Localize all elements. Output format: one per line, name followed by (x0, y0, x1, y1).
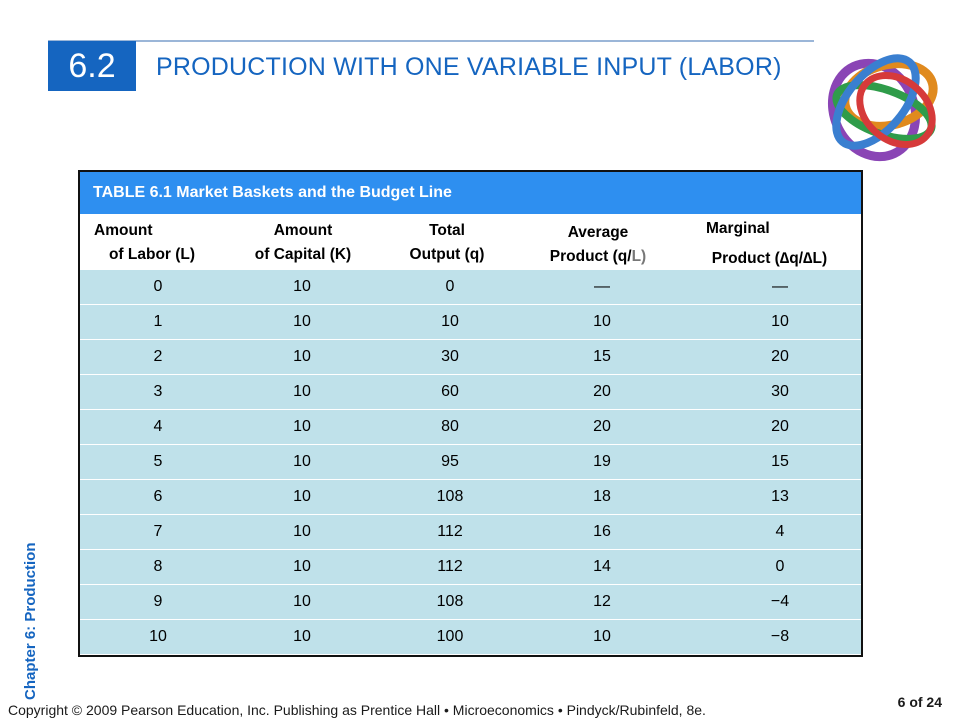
cell-labor: 2 (153, 348, 163, 365)
table-row: 8 10 112 14 0 (80, 549, 861, 584)
table-row: 5 10 95 19 15 (80, 444, 861, 479)
cell-average: 12 (593, 593, 611, 610)
cell-labor: 4 (153, 418, 163, 435)
header-marginal-product: Marginal Product (∆q/∆L) (682, 217, 857, 271)
cell-marginal: 15 (771, 453, 789, 470)
cell-capital: 10 (293, 523, 311, 540)
title-rule (48, 40, 914, 42)
cell-output: 112 (437, 558, 463, 575)
cell-output: 80 (441, 418, 459, 435)
page-number: 6 of 24 (897, 694, 942, 710)
cell-capital: 10 (293, 593, 311, 610)
section-badge: 6.2 (48, 41, 136, 91)
cell-output: 100 (436, 628, 464, 645)
cell-capital: 10 (293, 278, 311, 295)
header-average-product: Average Product (q/L) (526, 221, 670, 269)
header-capital: Amount of Capital (K) (228, 219, 378, 267)
cell-output: 60 (441, 383, 459, 400)
table-row: 10 10 100 10 −8 (80, 619, 861, 654)
cell-capital: 10 (293, 628, 311, 645)
table-row: 4 10 80 20 20 (80, 409, 861, 444)
table-row: 1 10 10 10 10 (80, 304, 861, 339)
cell-average: 10 (593, 628, 611, 645)
cell-labor: 8 (153, 558, 163, 575)
cell-marginal: 10 (771, 313, 789, 330)
cell-capital: 10 (293, 558, 311, 575)
cell-average: — (594, 278, 610, 295)
cell-capital: 10 (293, 488, 311, 505)
cell-capital: 10 (293, 348, 311, 365)
cell-average: 20 (593, 418, 611, 435)
cell-output: 30 (441, 348, 459, 365)
cell-marginal: 13 (771, 488, 789, 505)
cell-output: 10 (441, 313, 459, 330)
cell-output: 0 (445, 278, 455, 295)
cell-labor: 6 (153, 488, 163, 505)
interlocking-rings-logo (814, 40, 952, 168)
cell-average: 18 (593, 488, 611, 505)
cell-capital: 10 (293, 383, 311, 400)
cell-labor: 7 (153, 523, 163, 540)
cell-marginal: 30 (771, 383, 789, 400)
cell-average: 15 (593, 348, 611, 365)
table-row: 2 10 30 15 20 (80, 339, 861, 374)
cell-output: 95 (441, 453, 459, 470)
cell-marginal: 4 (775, 523, 785, 540)
table-title: TABLE 6.1 Market Baskets and the Budget … (80, 172, 861, 214)
cell-average: 16 (593, 523, 611, 540)
cell-labor: 1 (153, 313, 163, 330)
slide-title: PRODUCTION WITH ONE VARIABLE INPUT (LABO… (156, 53, 782, 81)
table-row: 0 10 0 — — (80, 269, 861, 304)
cell-marginal: 20 (771, 348, 789, 365)
cell-marginal: −4 (770, 593, 790, 610)
cell-capital: 10 (293, 453, 311, 470)
cell-output: 108 (436, 488, 464, 505)
copyright-footer: Copyright © 2009 Pearson Education, Inc.… (8, 702, 706, 718)
production-table: TABLE 6.1 Market Baskets and the Budget … (78, 170, 863, 657)
table-row: 6 10 108 18 13 (80, 479, 861, 514)
cell-average: 19 (593, 453, 611, 470)
cell-capital: 10 (293, 313, 311, 330)
cell-output: 112 (437, 523, 463, 540)
header-labor: Amount of Labor (L) (88, 219, 216, 267)
cell-average: 20 (593, 383, 611, 400)
cell-labor: 3 (153, 383, 163, 400)
cell-average: 14 (593, 558, 611, 575)
cell-labor: 10 (149, 628, 167, 645)
cell-average: 10 (593, 313, 611, 330)
cell-labor: 0 (153, 278, 163, 295)
table-row: 3 10 60 20 30 (80, 374, 861, 409)
cell-labor: 9 (153, 593, 163, 610)
cell-marginal: 0 (775, 558, 785, 575)
table-row: 9 10 108 12 −4 (80, 584, 861, 619)
cell-labor: 5 (153, 453, 163, 470)
cell-output: 108 (436, 593, 464, 610)
cell-marginal: −8 (770, 628, 790, 645)
chapter-side-label: Chapter 6: Production (22, 542, 39, 700)
cell-capital: 10 (293, 418, 311, 435)
cell-marginal: 20 (771, 418, 789, 435)
table-row: 7 10 112 16 4 (80, 514, 861, 549)
table-body: 0 10 0— —1 10 10 10 10 2 10 30 15 20 3 10 60 20 30 4 10 80 20… (80, 269, 861, 654)
header-total-output: Total Output (q) (380, 219, 514, 267)
cell-marginal: — (772, 278, 788, 295)
